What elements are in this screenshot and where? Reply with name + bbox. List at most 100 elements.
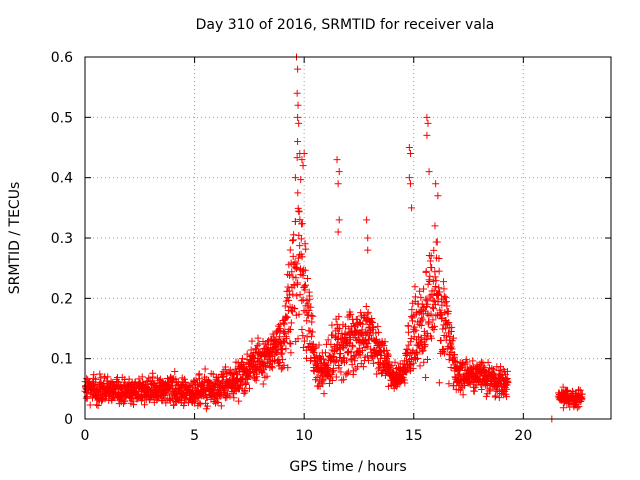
data-point <box>466 380 474 388</box>
data-point <box>143 378 151 386</box>
data-point <box>407 355 415 363</box>
data-point <box>223 393 231 401</box>
data-point <box>309 312 317 320</box>
data-point <box>104 373 112 381</box>
data-point <box>482 381 490 389</box>
data-point <box>358 326 366 334</box>
data-point <box>429 316 437 324</box>
data-point <box>351 327 359 335</box>
data-point <box>424 356 432 364</box>
data-point <box>463 358 471 366</box>
data-point <box>355 350 363 358</box>
data-point <box>280 319 288 327</box>
data-point <box>336 350 344 358</box>
data-point <box>349 343 357 351</box>
data-point <box>281 302 289 310</box>
data-point <box>214 399 222 407</box>
data-point <box>416 339 424 347</box>
data-point <box>286 339 294 347</box>
data-point <box>93 401 101 409</box>
data-point <box>425 168 433 176</box>
data-point <box>503 367 511 375</box>
data-point <box>196 400 204 408</box>
data-point <box>337 368 345 376</box>
data-point <box>313 374 321 382</box>
data-point <box>299 296 307 304</box>
data-point <box>287 340 295 348</box>
data-point <box>433 238 441 246</box>
data-point <box>422 295 430 303</box>
data-point <box>203 402 211 410</box>
data-point <box>325 379 333 387</box>
data-point <box>344 368 352 376</box>
data-point <box>162 399 170 407</box>
data-point <box>338 343 346 351</box>
data-point <box>335 364 343 372</box>
data-point <box>422 373 430 381</box>
data-point <box>291 217 299 225</box>
data-point <box>296 291 304 299</box>
data-point <box>407 335 415 343</box>
data-point <box>381 338 389 346</box>
data-point <box>423 131 431 139</box>
data-point <box>306 295 314 303</box>
data-point <box>405 328 413 336</box>
data-point <box>441 349 449 357</box>
data-point <box>448 323 456 331</box>
data-point <box>332 373 340 381</box>
data-point <box>94 401 102 409</box>
data-point <box>282 312 290 320</box>
data-point <box>440 292 448 300</box>
data-point <box>492 392 500 400</box>
data-point <box>294 335 302 343</box>
y-axis-label: SRMTID / TECUs <box>7 182 23 295</box>
data-point <box>300 150 308 158</box>
plot-frame <box>84 56 612 420</box>
data-point <box>369 323 377 331</box>
data-point <box>328 376 336 384</box>
data-point <box>424 300 432 308</box>
data-point <box>417 321 425 329</box>
data-point <box>375 328 383 336</box>
data-point <box>445 318 453 326</box>
data-point <box>375 359 383 367</box>
data-point <box>362 302 370 310</box>
data-point <box>421 341 429 349</box>
data-point <box>450 334 458 342</box>
data-point <box>301 240 309 248</box>
data-point <box>495 367 503 375</box>
data-point <box>298 253 306 261</box>
data-point <box>307 303 315 311</box>
data-point <box>391 358 399 366</box>
data-point <box>435 284 443 292</box>
data-point <box>377 369 385 377</box>
data-point <box>351 354 359 362</box>
data-point <box>296 242 304 250</box>
data-point <box>355 318 363 326</box>
data-point <box>364 234 372 242</box>
data-point <box>386 363 394 371</box>
data-point <box>488 364 496 372</box>
data-point <box>283 335 291 343</box>
data-point <box>340 376 348 384</box>
data-point <box>432 277 440 285</box>
data-point <box>329 353 337 361</box>
data-point <box>367 345 375 353</box>
y-tick-label: 0.4 <box>51 171 73 187</box>
data-point <box>295 208 303 216</box>
data-point <box>288 268 296 276</box>
data-point <box>495 394 503 402</box>
data-point <box>363 216 371 224</box>
data-point <box>125 375 133 383</box>
data-point <box>285 296 293 304</box>
data-point <box>405 341 413 349</box>
data-point <box>427 310 435 318</box>
data-point <box>285 271 293 279</box>
data-point <box>295 310 303 318</box>
data-point <box>374 322 382 330</box>
data-point <box>435 255 443 263</box>
data-point <box>388 362 396 370</box>
data-point <box>376 355 384 363</box>
data-point <box>383 346 391 354</box>
data-point <box>195 399 203 407</box>
